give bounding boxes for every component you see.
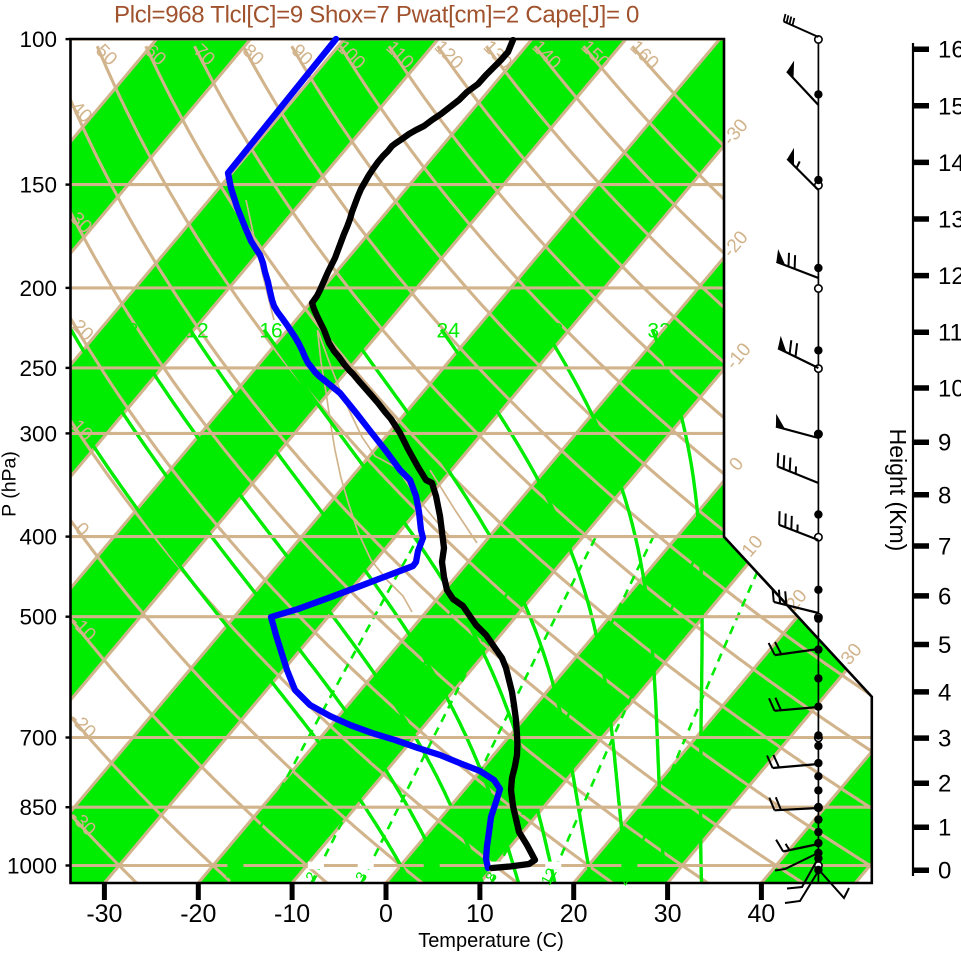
- svg-text:13: 13: [938, 207, 961, 234]
- svg-text:20: 20: [560, 900, 588, 928]
- svg-text:-30: -30: [86, 900, 122, 928]
- svg-text:10: 10: [466, 900, 494, 928]
- svg-text:-20: -20: [180, 900, 216, 928]
- svg-text:Plcl=968 Tlcl[C]=9 Shox=7 Pwat: Plcl=968 Tlcl[C]=9 Shox=7 Pwat[cm]=2 Cap…: [114, 2, 639, 29]
- svg-text:0: 0: [379, 900, 393, 928]
- svg-text:500: 500: [19, 605, 57, 630]
- svg-text:300: 300: [19, 421, 57, 446]
- svg-text:7: 7: [938, 534, 951, 561]
- svg-text:14: 14: [938, 150, 961, 177]
- svg-text:20: 20: [343, 320, 366, 343]
- svg-text:16: 16: [938, 37, 961, 64]
- svg-text:20: 20: [614, 866, 637, 889]
- svg-text:3: 3: [938, 726, 951, 753]
- svg-text:9: 9: [938, 430, 951, 457]
- svg-text:16: 16: [259, 320, 282, 343]
- svg-text:Height (Km): Height (Km): [885, 429, 911, 552]
- svg-text:8: 8: [127, 320, 139, 343]
- svg-text:12: 12: [938, 263, 961, 290]
- svg-text:32: 32: [647, 320, 670, 343]
- svg-text:30: 30: [654, 900, 682, 928]
- svg-text:2: 2: [938, 771, 951, 798]
- svg-text:12: 12: [185, 320, 208, 343]
- svg-text:8: 8: [938, 482, 951, 509]
- svg-text:100: 100: [19, 27, 57, 52]
- svg-text:10: 10: [938, 376, 961, 403]
- svg-text:0: 0: [938, 858, 951, 885]
- svg-text:200: 200: [19, 276, 57, 301]
- svg-text:11: 11: [938, 320, 961, 347]
- svg-text:12: 12: [538, 866, 561, 889]
- svg-text:850: 850: [19, 795, 57, 820]
- svg-text:P (hPa): P (hPa): [0, 451, 21, 517]
- svg-text:4: 4: [938, 679, 951, 706]
- svg-text:1: 1: [938, 815, 951, 842]
- svg-text:24: 24: [437, 320, 461, 343]
- svg-text:700: 700: [19, 726, 57, 751]
- svg-text:6: 6: [938, 583, 951, 610]
- svg-text:150: 150: [19, 173, 57, 198]
- svg-text:Temperature (C): Temperature (C): [418, 930, 564, 952]
- svg-text:5: 5: [938, 632, 951, 659]
- svg-text:250: 250: [19, 356, 57, 381]
- svg-text:28: 28: [540, 320, 563, 343]
- svg-text:-10: -10: [274, 900, 310, 928]
- svg-text:400: 400: [19, 525, 57, 550]
- svg-text:15: 15: [938, 93, 961, 120]
- svg-text:1000: 1000: [7, 854, 57, 879]
- svg-text:40: 40: [747, 900, 775, 928]
